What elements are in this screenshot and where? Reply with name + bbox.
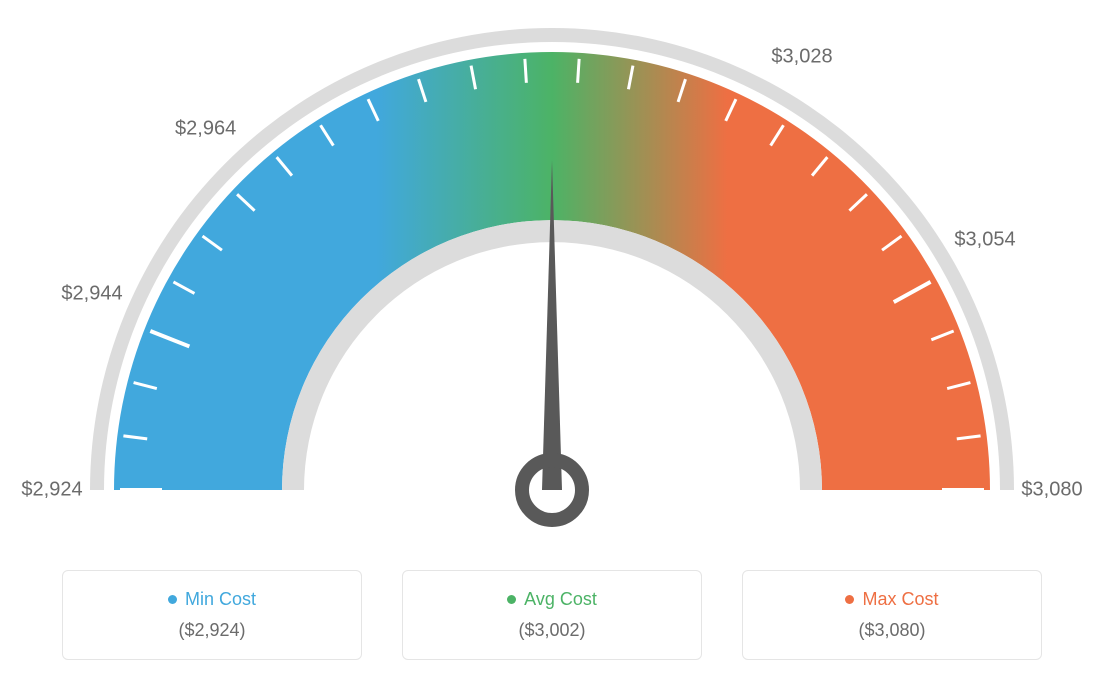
gauge-svg [0, 0, 1104, 560]
gauge-area: $2,924 $2,944 $2,964 $3,002 $3,028 $3,054 $3,0… [0, 0, 1104, 560]
gauge-tick-label: $3,054 [954, 229, 1015, 252]
legend-row: Min Cost ($2,924) Avg Cost ($3,002) Max … [0, 570, 1104, 660]
gauge-tick-label: $2,964 [175, 118, 236, 141]
legend-avg-value: ($3,002) [427, 620, 677, 641]
legend-avg-header: Avg Cost [427, 589, 677, 610]
legend-min-header: Min Cost [87, 589, 337, 610]
legend-max-label: Max Cost [862, 589, 938, 610]
legend-min-dot [168, 595, 177, 604]
legend-avg-label: Avg Cost [524, 589, 597, 610]
gauge-tick [525, 59, 527, 83]
legend-min-label: Min Cost [185, 589, 256, 610]
gauge-tick-label: $2,924 [21, 479, 82, 502]
legend-min-value: ($2,924) [87, 620, 337, 641]
gauge-tick [578, 59, 580, 83]
legend-card-max: Max Cost ($3,080) [742, 570, 1042, 660]
gauge-chart-container: $2,924 $2,944 $2,964 $3,002 $3,028 $3,054 $3,0… [0, 0, 1104, 690]
legend-card-avg: Avg Cost ($3,002) [402, 570, 702, 660]
legend-max-dot [845, 595, 854, 604]
gauge-tick-label: $3,002 [521, 0, 582, 2]
gauge-tick-label: $2,944 [61, 283, 122, 306]
gauge-tick-label: $3,028 [771, 45, 832, 68]
legend-avg-dot [507, 595, 516, 604]
legend-max-header: Max Cost [767, 589, 1017, 610]
legend-card-min: Min Cost ($2,924) [62, 570, 362, 660]
legend-max-value: ($3,080) [767, 620, 1017, 641]
gauge-tick-label: $3,080 [1021, 479, 1082, 502]
